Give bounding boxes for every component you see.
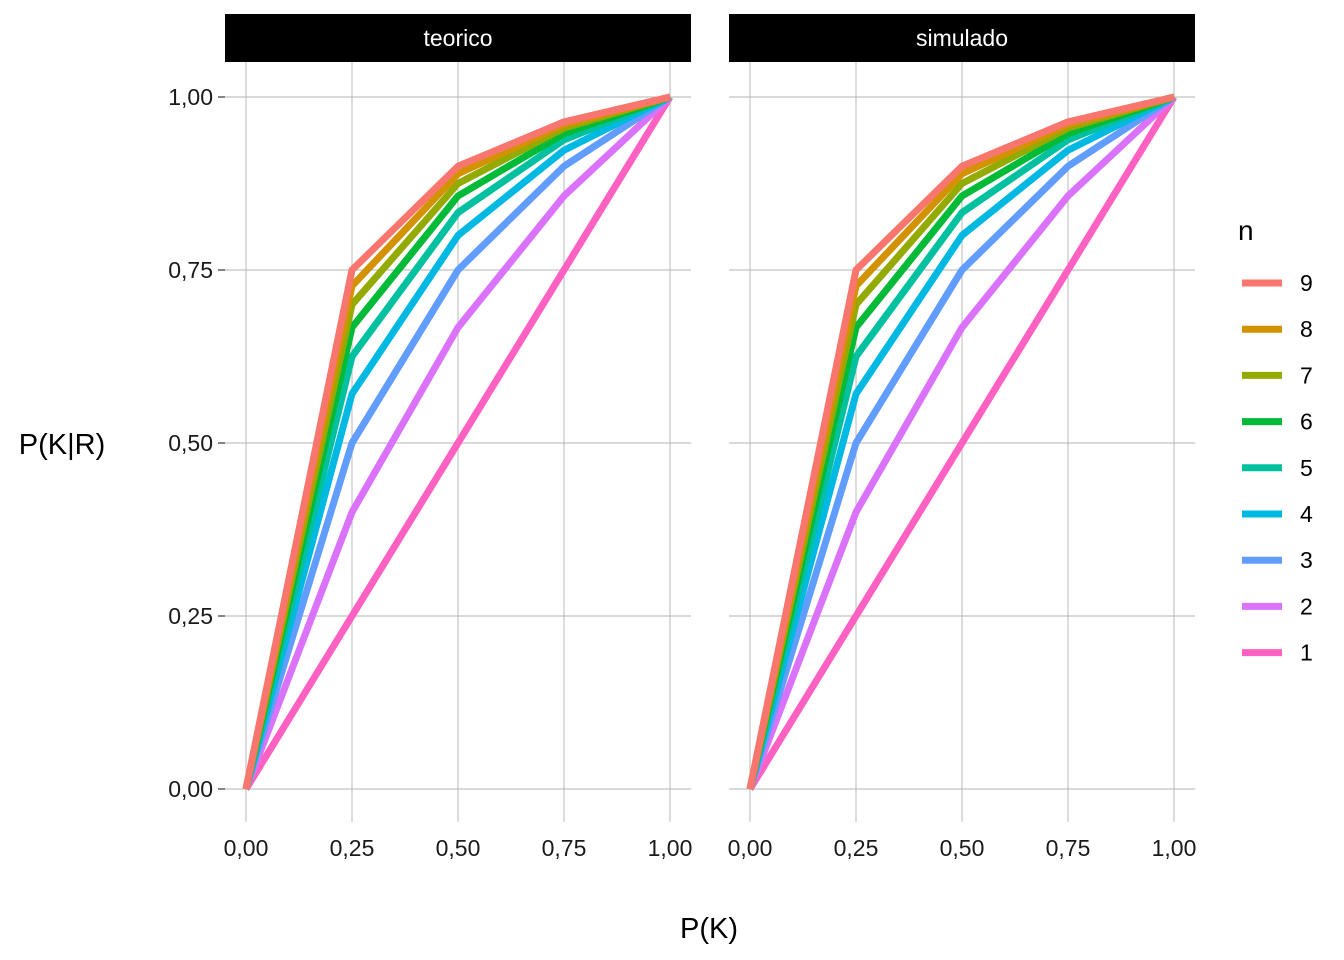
series-group [242, 93, 673, 791]
series-line-n4 [746, 93, 1176, 790]
panel-strip-label: simulado [916, 25, 1008, 51]
series-line-n3 [242, 94, 672, 791]
legend-item-n6: 6 [1242, 409, 1313, 435]
y-axis-ticks: 0,00 0,25 0,50 0,75 1,00 [168, 84, 225, 802]
series-line-n2 [746, 94, 1177, 791]
legend-title: n [1238, 215, 1254, 246]
series-line-n9 [746, 93, 1175, 790]
x-tick-label: 0,50 [940, 835, 985, 861]
legend-label: 1 [1300, 640, 1313, 666]
x-tick-label: 0,25 [330, 835, 375, 861]
panel-strip-label: teorico [423, 25, 492, 51]
legend-label: 2 [1300, 593, 1313, 619]
x-tick-label: 0,75 [542, 835, 587, 861]
series-line-n1 [243, 95, 673, 791]
series-line-n9 [242, 93, 671, 790]
y-tick-label: 0,50 [168, 430, 213, 456]
legend-item-n7: 7 [1242, 362, 1313, 388]
legend-item-n8: 8 [1242, 316, 1313, 342]
series-group [746, 93, 1177, 791]
series-line-n4 [242, 93, 672, 790]
x-axis-ticks: 0,00 0,25 0,50 0,75 1,00 [728, 835, 1197, 861]
panel-strip [225, 14, 691, 62]
legend-item-n4: 4 [1242, 501, 1313, 527]
y-axis-title: P(K|R) [19, 429, 105, 461]
panel-strip [729, 14, 1195, 62]
y-tick-label: 0,25 [168, 603, 213, 629]
x-axis-ticks: 0,00 0,25 0,50 0,75 1,00 [224, 835, 693, 861]
legend: n 9 8 7 6 5 4 3 2 1 [1238, 215, 1313, 666]
panel-simulado: simulado 0,00 0,25 0,50 0,75 1,00 [728, 14, 1197, 861]
legend-label: 3 [1300, 547, 1313, 573]
legend-label: 5 [1300, 455, 1313, 481]
legend-label: 6 [1300, 409, 1313, 435]
legend-item-n9: 9 [1242, 270, 1313, 296]
series-line-n1 [747, 95, 1177, 791]
legend-label: 8 [1300, 316, 1313, 342]
x-tick-label: 1,00 [648, 835, 693, 861]
legend-item-n3: 3 [1242, 547, 1313, 573]
legend-item-n2: 2 [1242, 593, 1313, 619]
legend-label: 7 [1300, 362, 1313, 388]
series-line-n5 [746, 93, 1176, 790]
x-tick-label: 1,00 [1152, 835, 1197, 861]
x-tick-label: 0,00 [224, 835, 269, 861]
x-tick-label: 0,75 [1046, 835, 1091, 861]
x-tick-label: 0,25 [834, 835, 879, 861]
x-axis-title: P(K) [680, 913, 738, 945]
y-tick-label: 1,00 [168, 84, 213, 110]
y-tick-label: 0,75 [168, 257, 213, 283]
legend-item-n1: 1 [1242, 640, 1313, 666]
x-tick-label: 0,00 [728, 835, 773, 861]
legend-label: 9 [1300, 270, 1313, 296]
series-line-n5 [242, 93, 672, 790]
series-line-n2 [242, 94, 673, 791]
series-line-n3 [746, 94, 1176, 791]
y-tick-label: 0,00 [168, 776, 213, 802]
x-tick-label: 0,50 [436, 835, 481, 861]
legend-label: 4 [1300, 501, 1313, 527]
legend-item-n5: 5 [1242, 455, 1313, 481]
